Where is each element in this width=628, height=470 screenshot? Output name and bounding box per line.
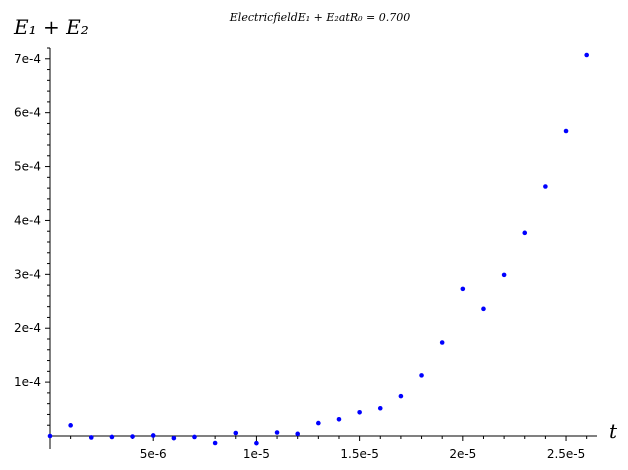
- x-tick-label: 2e-5: [449, 447, 476, 461]
- data-point: [481, 306, 486, 312]
- data-point: [171, 435, 177, 441]
- y-tick-label: 3e-4: [14, 267, 41, 281]
- data-point: [316, 420, 321, 426]
- data-point: [336, 416, 342, 422]
- data-point: [88, 435, 94, 440]
- y-tick-label: 5e-4: [14, 160, 41, 174]
- data-point: [377, 405, 383, 411]
- y-tick-label: 1e-4: [14, 375, 41, 389]
- y-axis-label: E₁ + E₂: [13, 15, 89, 39]
- data-point: [439, 340, 445, 345]
- x-tick-label: 5e-6: [140, 447, 167, 461]
- data-point: [501, 272, 507, 278]
- data-point: [233, 430, 239, 436]
- data-point: [109, 434, 115, 440]
- y-tick-label: 7e-4: [14, 52, 41, 66]
- data-point: [398, 393, 404, 399]
- data-point: [543, 184, 548, 189]
- data-point: [68, 423, 73, 428]
- data-point: [357, 409, 362, 415]
- data-point: [563, 128, 569, 134]
- data-point: [460, 286, 466, 292]
- data-point: [254, 440, 259, 446]
- axes: [49, 48, 597, 449]
- y-tick-label: 6e-4: [14, 106, 41, 120]
- data-point: [150, 433, 156, 438]
- data-point: [419, 373, 424, 378]
- data-point: [212, 440, 218, 446]
- data-point: [295, 431, 300, 437]
- data-point: [47, 433, 53, 439]
- data-points: [47, 52, 589, 446]
- y-tick-label: 4e-4: [14, 213, 41, 227]
- y-tick-label: 2e-4: [14, 321, 41, 335]
- data-point: [584, 52, 589, 58]
- data-point: [130, 434, 135, 439]
- data-point: [522, 230, 528, 236]
- data-point: [274, 430, 280, 435]
- x-ticks: 5e-6 1e-5 1.5e-5 2e-5 2.5e-5: [70, 436, 588, 461]
- x-tick-label: 2.5e-5: [547, 447, 585, 461]
- x-tick-label: 1.5e-5: [340, 447, 378, 461]
- y-ticks: 1e-4 2e-4 3e-4 4e-4 5e-4 6e-4 7e-4: [14, 47, 50, 426]
- chart-title: ElectricfieldE₁ + E₂atR₀ = 0.700: [229, 11, 410, 24]
- x-axis-label: t: [609, 419, 618, 443]
- data-point: [192, 434, 197, 440]
- x-tick-label: 1e-5: [243, 447, 270, 461]
